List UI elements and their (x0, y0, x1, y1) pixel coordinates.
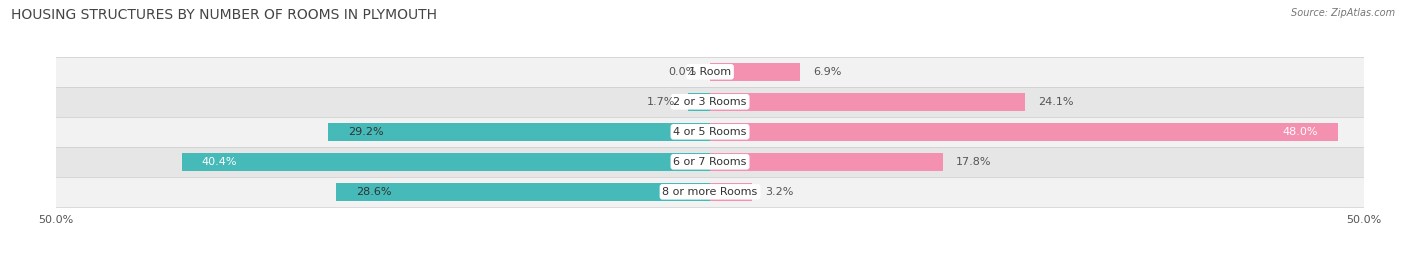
Bar (710, 93, 1025, 111)
Bar (56, 87, 1364, 117)
Text: Source: ZipAtlas.com: Source: ZipAtlas.com (1291, 8, 1395, 18)
Bar (710, 153, 943, 171)
Text: HOUSING STRUCTURES BY NUMBER OF ROOMS IN PLYMOUTH: HOUSING STRUCTURES BY NUMBER OF ROOMS IN… (11, 8, 437, 22)
Text: 8 or more Rooms: 8 or more Rooms (662, 187, 758, 197)
Text: 2 or 3 Rooms: 2 or 3 Rooms (673, 97, 747, 107)
Bar (710, 123, 1337, 140)
Text: 6 or 7 Rooms: 6 or 7 Rooms (673, 157, 747, 167)
Bar (328, 123, 710, 140)
Text: 28.6%: 28.6% (356, 187, 391, 197)
Text: 40.4%: 40.4% (201, 157, 236, 167)
Bar (56, 177, 1364, 207)
Text: 48.0%: 48.0% (1282, 127, 1317, 137)
Text: 3.2%: 3.2% (765, 187, 793, 197)
Text: 17.8%: 17.8% (956, 157, 991, 167)
Bar (56, 147, 1364, 177)
Bar (688, 93, 710, 111)
Text: 1 Room: 1 Room (689, 67, 731, 77)
Bar (336, 183, 710, 200)
Text: 24.1%: 24.1% (1038, 97, 1074, 107)
Bar (181, 153, 710, 171)
Bar (710, 183, 752, 200)
Text: 6.9%: 6.9% (813, 67, 842, 77)
Text: 1.7%: 1.7% (647, 97, 675, 107)
Text: 0.0%: 0.0% (669, 67, 697, 77)
Text: 29.2%: 29.2% (347, 127, 384, 137)
Bar (710, 63, 800, 80)
Text: 4 or 5 Rooms: 4 or 5 Rooms (673, 127, 747, 137)
Bar (56, 57, 1364, 87)
Bar (56, 117, 1364, 147)
